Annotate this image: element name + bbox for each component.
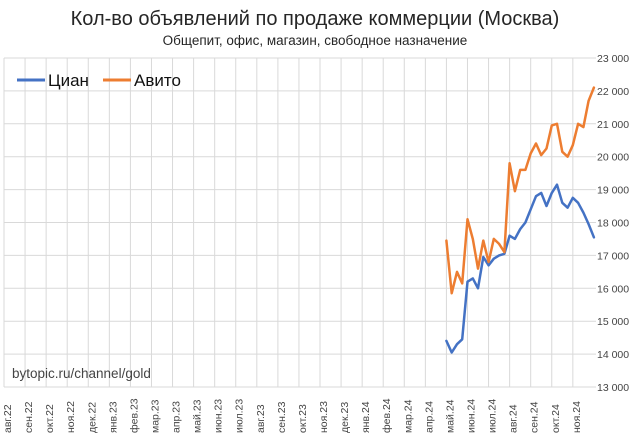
grid — [3, 57, 596, 388]
x-tick-label: янв.24 — [360, 401, 372, 433]
x-tick-label: авг.22 — [2, 404, 14, 433]
x-tick-label: июн.24 — [465, 399, 477, 433]
x-tick-label: апр.23 — [171, 401, 183, 433]
x-tick-label: май.24 — [444, 399, 456, 433]
watermark: bytopic.ru/channel/gold — [12, 366, 151, 381]
x-tick-label: янв.23 — [107, 401, 119, 433]
y-axis: 13 000 14 000 15 000 16 000 17 000 18 000 19 0… — [597, 53, 629, 394]
x-axis: авг.22 сен.22 окт.22 ноя.22 дек.22 янв.23 фев.… — [2, 398, 583, 433]
x-tick-label: мар.24 — [402, 399, 414, 433]
x-tick-label: июл.23 — [234, 399, 246, 433]
series-line-avito — [445, 86, 596, 295]
x-tick-label: сен.22 — [23, 401, 35, 433]
y-tick-label: 20 000 — [597, 152, 629, 164]
x-tick-label: апр.24 — [423, 401, 435, 433]
y-tick-label: 22 000 — [597, 86, 629, 98]
x-tick-label: июн.23 — [213, 399, 225, 433]
x-tick-label: ноя.24 — [571, 401, 583, 433]
x-tick-label: дек.23 — [339, 402, 351, 433]
plot-lines — [445, 86, 596, 354]
x-tick-label: дек.22 — [86, 402, 98, 433]
y-tick-label: 23 000 — [597, 53, 629, 65]
y-tick-label: 13 000 — [597, 382, 629, 394]
legend-label-cian: Циан — [48, 71, 89, 90]
x-tick-label: сен.24 — [529, 401, 541, 433]
x-tick-label: июл.24 — [487, 399, 499, 433]
x-tick-label: окт.24 — [550, 404, 562, 433]
x-tick-label: фев.23 — [128, 398, 140, 433]
x-tick-label: окт.22 — [44, 404, 56, 433]
x-tick-label: мар.23 — [149, 399, 161, 433]
chart-subtitle: Общепит, офис, магазин, свободное назнач… — [163, 33, 468, 48]
x-tick-label: май.23 — [192, 399, 204, 433]
y-tick-label: 17 000 — [597, 250, 629, 262]
y-tick-label: 14 000 — [597, 349, 629, 361]
x-tick-label: авг.24 — [508, 404, 520, 433]
legend-label-avito: Авито — [134, 71, 181, 90]
x-tick-label: авг.23 — [255, 404, 267, 433]
y-tick-label: 21 000 — [597, 119, 629, 131]
y-tick-label: 18 000 — [597, 218, 629, 230]
legend: Циан Авито — [17, 71, 181, 90]
x-tick-label: окт.23 — [297, 404, 309, 433]
series-line-cian — [445, 183, 596, 354]
x-tick-label: сен.23 — [276, 401, 288, 433]
x-tick-label: фев.24 — [381, 398, 393, 433]
y-tick-label: 16 000 — [597, 283, 629, 295]
y-tick-label: 15 000 — [597, 316, 629, 328]
chart-title: Кол-во объявлений по продаже коммерции (… — [71, 8, 560, 30]
y-tick-label: 19 000 — [597, 185, 629, 197]
x-tick-label: ноя.22 — [65, 401, 77, 433]
x-tick-label: ноя.23 — [318, 401, 330, 433]
